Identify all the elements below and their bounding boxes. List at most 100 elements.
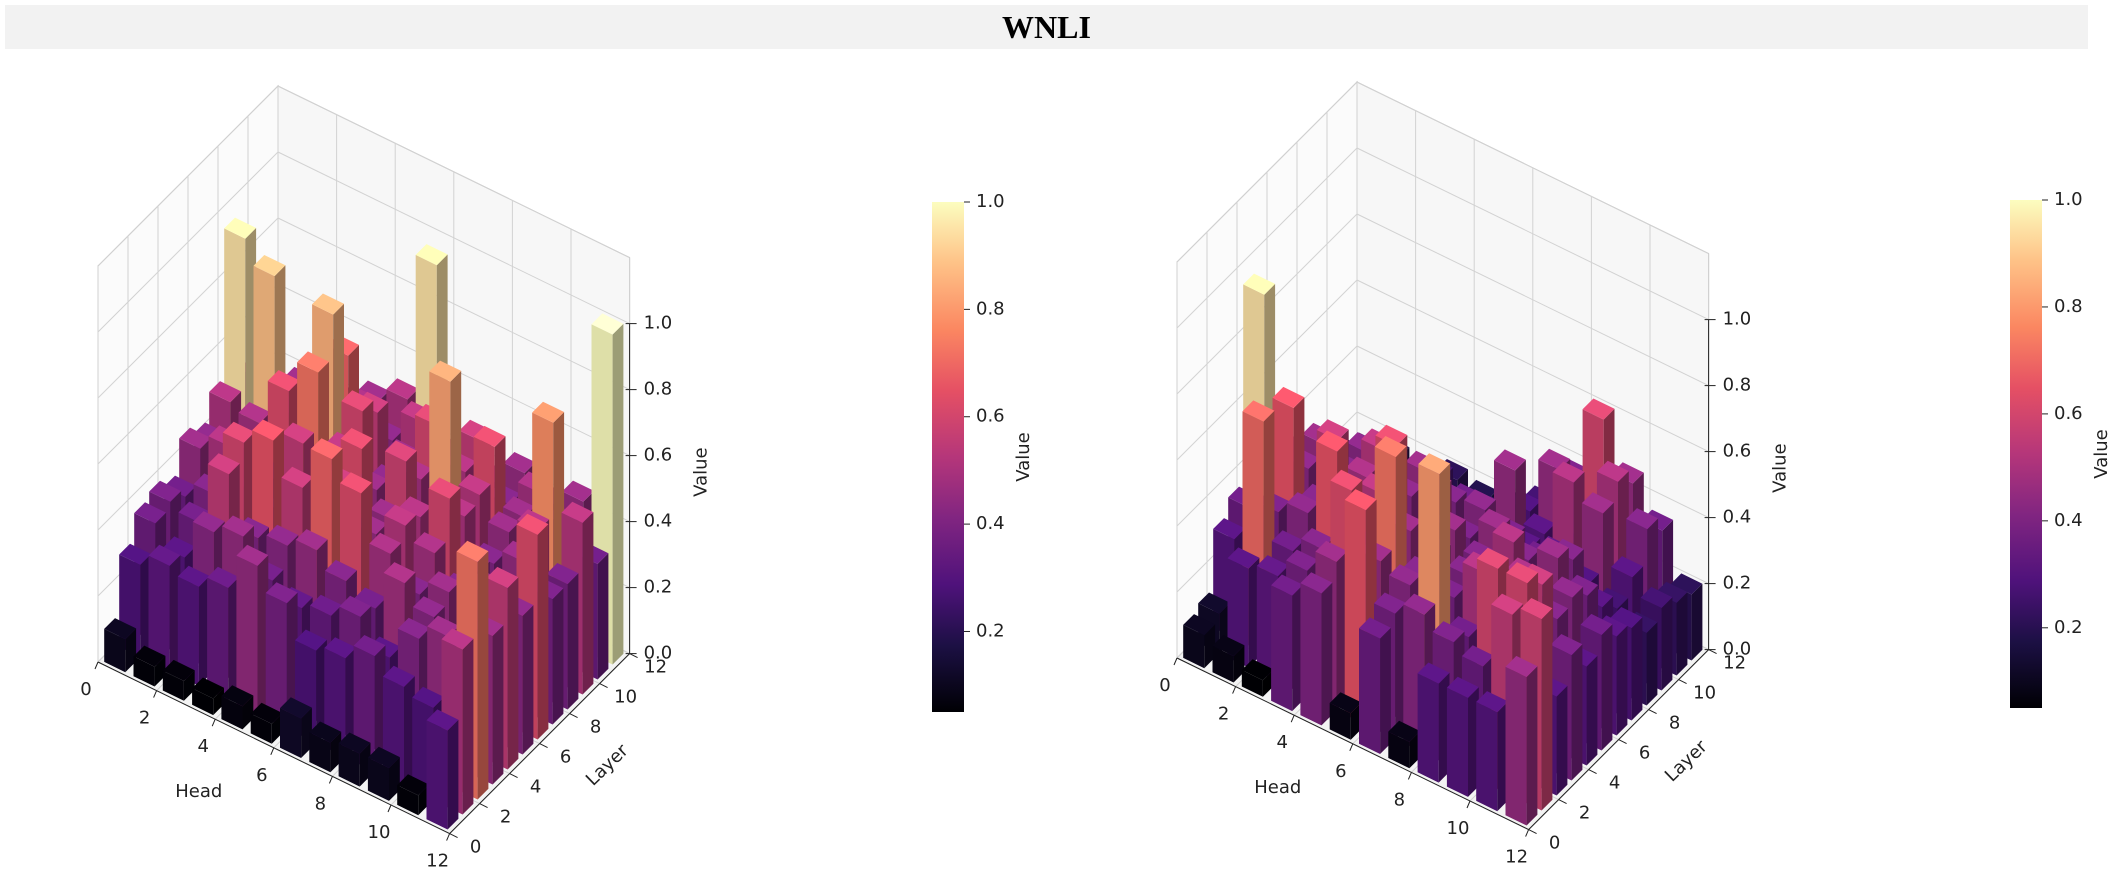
bar-face-side xyxy=(1497,701,1509,812)
bar-face-top xyxy=(367,746,400,768)
bar-face-top xyxy=(1330,469,1363,491)
bar-face-top xyxy=(503,452,536,474)
x-tick xyxy=(1290,715,1295,723)
bar-face-front xyxy=(1388,731,1410,769)
bar-face-side xyxy=(359,742,371,787)
z-tick-label: 0.4 xyxy=(644,511,673,532)
bar-face-top xyxy=(1626,508,1659,530)
chart-panel-left: 024681012Head024681012Layer0.00.20.40.60… xyxy=(80,84,1034,872)
bar-face-top xyxy=(1256,555,1289,577)
bar-face-top xyxy=(382,665,415,687)
bar-face-front xyxy=(397,785,419,816)
bar-face-side xyxy=(477,551,489,800)
bar-face-top xyxy=(341,390,374,412)
bar-face-top xyxy=(236,544,269,566)
bar-face-side xyxy=(257,555,269,715)
x-tick xyxy=(1466,800,1471,809)
x-tick xyxy=(1407,772,1412,780)
bar-face-top xyxy=(487,511,520,533)
bar-face-side xyxy=(1661,597,1673,691)
bar-face-side xyxy=(1586,655,1598,766)
bar-face-side xyxy=(125,628,137,673)
bar-face-side xyxy=(418,784,430,816)
bar xyxy=(1388,720,1421,769)
bar-face-front xyxy=(1212,645,1234,683)
bar-face-front xyxy=(1446,687,1468,797)
x-axis-label: Head xyxy=(175,781,222,802)
colorbar-tick-label: 1.0 xyxy=(976,191,1005,212)
bar-face-top xyxy=(1329,692,1362,714)
bar-face-top xyxy=(338,732,371,754)
bar-face-front xyxy=(177,576,199,686)
bar xyxy=(367,746,400,801)
bar-face-top xyxy=(516,513,549,535)
bar-face-top xyxy=(1550,634,1583,656)
bar-face-top xyxy=(238,402,271,424)
y-tick xyxy=(509,773,518,779)
bar-face-top xyxy=(1520,598,1553,620)
bar-face-top xyxy=(281,466,314,488)
bar-face-top xyxy=(427,571,460,593)
x-tick-label: 10 xyxy=(1447,818,1470,839)
bar-face-side xyxy=(1248,557,1260,668)
y-tick-label: 0 xyxy=(470,837,481,858)
bar-face-top xyxy=(295,629,327,651)
bar-face-front xyxy=(148,555,170,672)
bar-face-top xyxy=(119,543,152,565)
bar-face-top xyxy=(354,587,387,609)
bar-face-side xyxy=(582,512,594,695)
bar-face-top xyxy=(1580,613,1613,635)
bar-face-front xyxy=(367,757,389,801)
bar-face-side xyxy=(389,757,400,801)
x-tick xyxy=(1525,829,1530,837)
bar-face-side xyxy=(301,707,312,758)
z-tick-label: 0.8 xyxy=(644,379,673,400)
bar-face-top xyxy=(562,480,595,502)
bar-face-top xyxy=(134,502,167,524)
bar-face-side xyxy=(1571,644,1583,781)
bar-face-front xyxy=(1417,673,1439,783)
bar-face-top xyxy=(192,677,224,699)
x-tick xyxy=(1173,657,1178,666)
x-tick-label: 2 xyxy=(1218,704,1229,725)
bar-face-side xyxy=(330,731,342,773)
bar-face-front xyxy=(1183,624,1205,669)
bar-face-side xyxy=(612,323,624,665)
y-tick xyxy=(569,713,578,719)
bar xyxy=(309,721,342,773)
bar-face-side xyxy=(404,676,415,786)
y-tick xyxy=(1588,769,1597,775)
x-tick xyxy=(446,833,451,841)
bar-face-top xyxy=(591,313,624,335)
y-tick-label: 8 xyxy=(590,717,601,738)
y-tick-label: 0 xyxy=(1549,833,1560,854)
y-axis-label: Layer xyxy=(582,740,633,790)
bar xyxy=(221,685,254,730)
bar-face-top xyxy=(282,422,314,444)
bar-face-top xyxy=(486,566,519,588)
bar-face-top xyxy=(149,480,182,502)
colorbar-tick-label: 0.4 xyxy=(976,513,1005,534)
bar xyxy=(1505,655,1538,826)
bar-face-side xyxy=(1676,592,1688,676)
y-tick-label: 6 xyxy=(560,747,571,768)
y-tick xyxy=(479,803,488,809)
bar-face-side xyxy=(374,645,386,772)
bar-face-top xyxy=(1389,564,1421,586)
bar xyxy=(1212,635,1245,683)
x-tick-label: 6 xyxy=(1335,761,1346,782)
bar-face-top xyxy=(1551,576,1584,598)
bar-face-top xyxy=(412,686,445,708)
bar-face-top xyxy=(339,595,372,617)
bar-face-side xyxy=(522,605,534,755)
bar-face-front xyxy=(1505,666,1527,826)
bar-face-top xyxy=(413,532,446,554)
bar-face-top xyxy=(441,628,474,650)
colorbar-label: Value xyxy=(2091,429,2112,478)
bar-face-top xyxy=(1374,592,1406,614)
colorbar-label: Value xyxy=(1013,432,1034,481)
y-tick xyxy=(1618,739,1627,745)
bar xyxy=(250,702,283,744)
bar-face-side xyxy=(1380,627,1391,754)
